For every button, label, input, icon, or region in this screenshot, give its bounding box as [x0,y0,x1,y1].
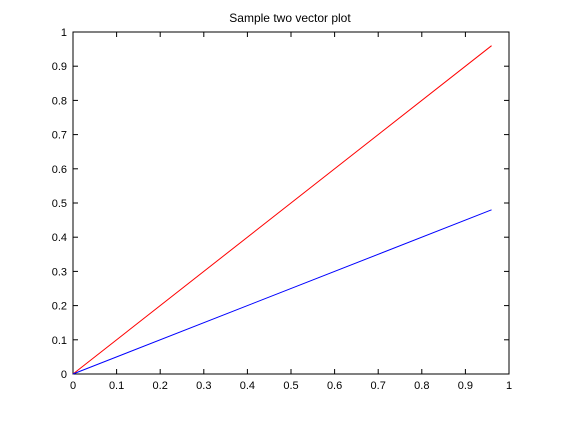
axis-tick-labels: 0 0.1 0.2 0.3 0.4 0.5 0.6 0.7 0.8 0.9 1 0 0.1 0.2 0.3 0… [52,27,512,392]
y-tick-label: 0.2 [52,301,67,313]
y-tick-label: 0.9 [52,61,67,73]
x-tick-label: 0.5 [283,380,298,392]
series-line-2 [72,209,492,375]
chart-title: Sample two vector plot [229,11,351,25]
y-tick-label: 0 [61,369,67,381]
y-tick-label: 0.4 [52,232,67,244]
x-tick-label: 0.3 [196,380,211,392]
x-tick-label: 0.7 [371,380,386,392]
y-tick-label: 0.7 [52,130,67,142]
x-tick-label: 0.2 [153,380,168,392]
series-line-1 [72,45,492,375]
axis-ticks [72,31,510,375]
y-tick-label: 0.3 [52,266,67,278]
x-tick-label: 0.9 [458,380,473,392]
series-lines [72,45,492,375]
y-tick-label: 0.8 [52,95,67,107]
y-tick-label: 0.6 [52,164,67,176]
y-tick-label: 0.5 [52,198,67,210]
y-tick-label: 0.1 [52,335,67,347]
x-tick-label: 0.8 [414,380,429,392]
x-tick-label: 0.4 [240,380,255,392]
y-tick-label: 1 [61,27,67,39]
x-tick-label: 0.6 [327,380,342,392]
x-tick-label: 0.1 [109,380,124,392]
x-tick-label: 1 [506,380,512,392]
x-tick-label: 0 [70,380,76,392]
